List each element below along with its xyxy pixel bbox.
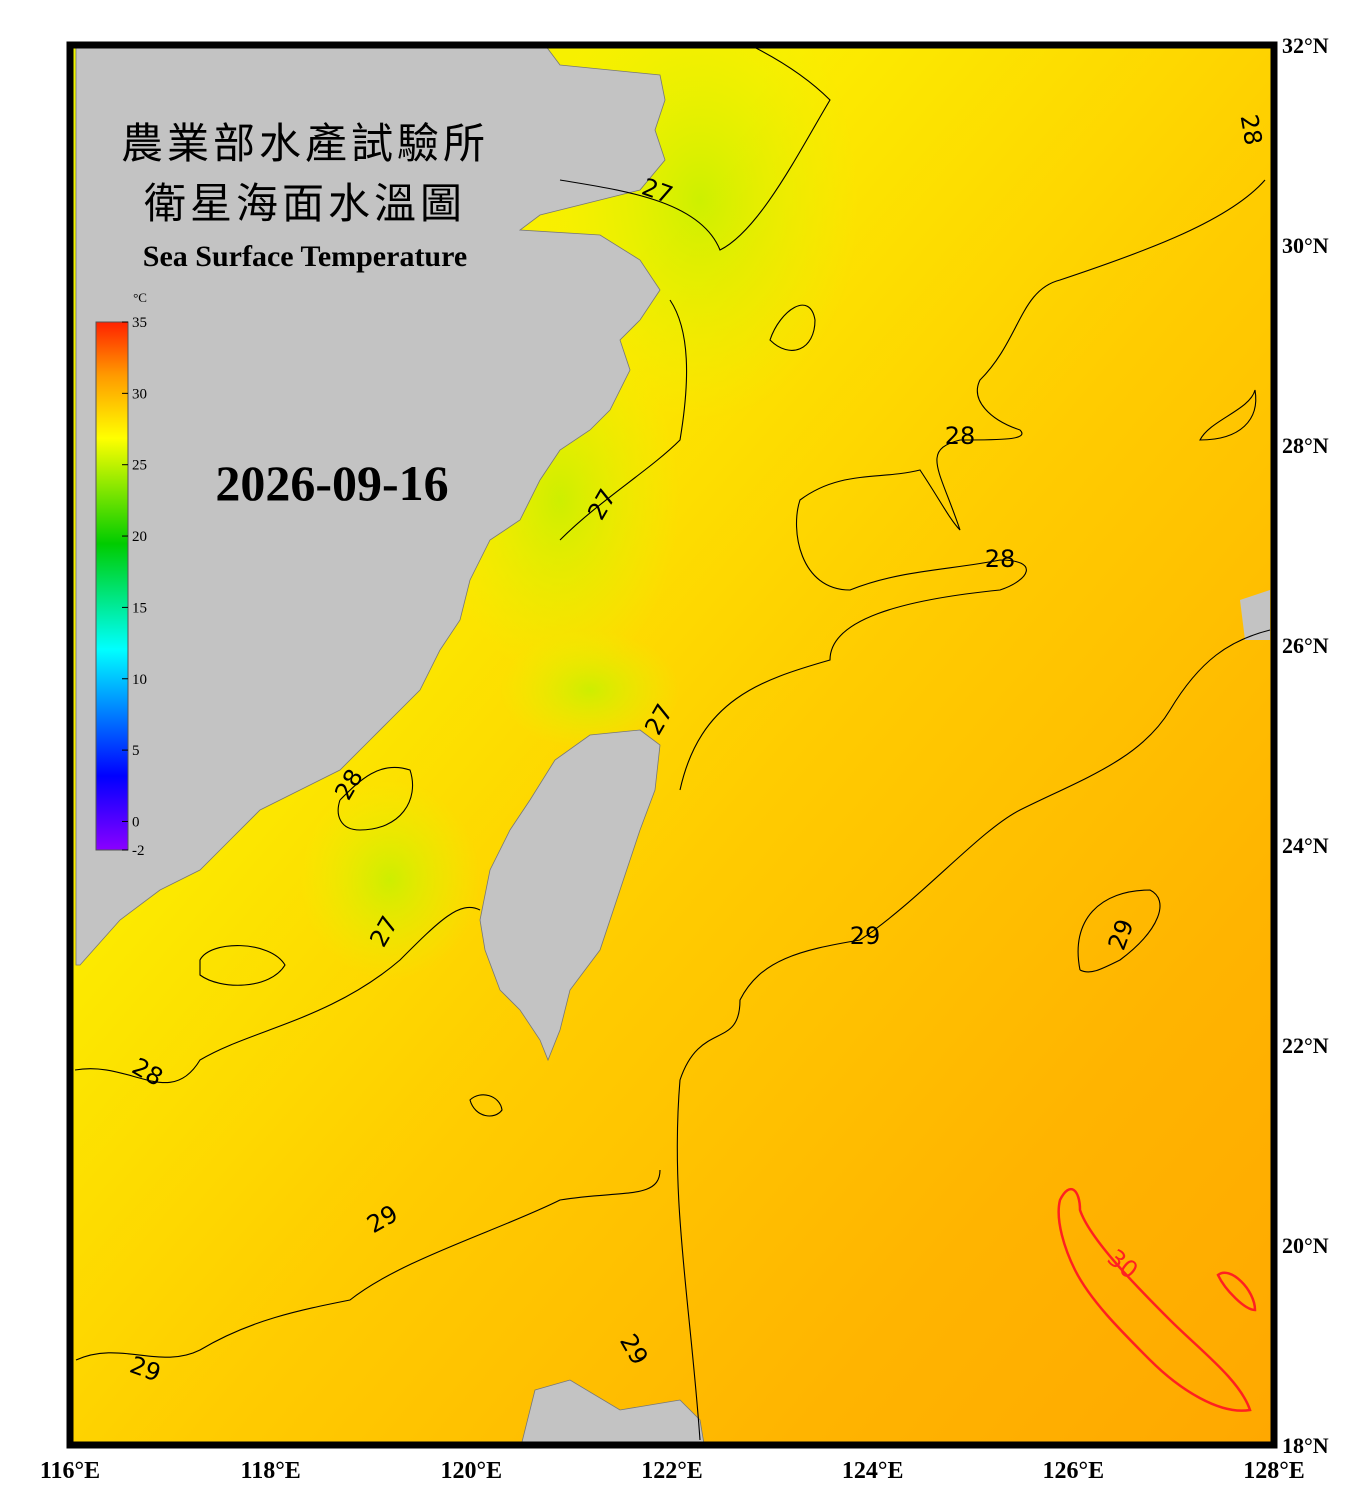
map-frame (66, 41, 1278, 1449)
cool-water (300, 780, 480, 980)
contour-line (74, 906, 481, 1084)
colorbar-tick-label: 20 (132, 529, 147, 545)
colorbar-unit: °C (133, 290, 147, 305)
colorbar-tick-label: 30 (132, 386, 147, 402)
colorbar-tick-label: 5 (132, 743, 140, 759)
island (1240, 590, 1270, 640)
contour-label: 28 (985, 545, 1016, 573)
lon-label: 116°E (40, 1458, 100, 1484)
contour-line (469, 1094, 503, 1117)
lat-label: 22°N (1282, 1033, 1329, 1058)
colorbar (95, 321, 129, 851)
lat-label: 20°N (1282, 1233, 1329, 1258)
contour-line (199, 945, 286, 986)
date: 2026-09-16 (215, 455, 448, 511)
contour-line (1199, 389, 1257, 441)
lon-label: 122°E (641, 1458, 703, 1484)
contour-line (75, 1169, 661, 1361)
lat-label: 28°N (1282, 433, 1329, 458)
title-zh: 衛星海面水溫圖 (144, 182, 466, 228)
land (75, 45, 666, 966)
contour-label: 28 (945, 422, 976, 450)
contour-line (337, 766, 414, 831)
contour-label: 28 (1235, 112, 1268, 147)
lat-label: 26°N (1282, 633, 1329, 658)
contour-line-30 (1057, 1187, 1252, 1412)
cool-water (500, 630, 680, 750)
title-zh: 農業部水產試驗所 (121, 121, 489, 168)
axes: 116°E 118°E 120°E 122°E 124°E 126°E 128°E18°N 2… (40, 33, 1329, 1484)
lon-label: 126°E (1043, 1458, 1105, 1484)
lat-label: 32°N (1282, 33, 1329, 58)
contour-line (559, 45, 831, 251)
colorbar-tick-label: 35 (132, 315, 147, 331)
contour-line (679, 179, 1266, 791)
colorbar-ticks: 35 30 25 20 15 10 5 0 -2 (122, 315, 147, 859)
colorbar-tick-label: 25 (132, 458, 147, 474)
lat-label: 24°N (1282, 833, 1329, 858)
contour-line (676, 629, 1271, 1441)
colorbar-tick-label: 0 (132, 814, 140, 830)
contour-line (769, 304, 816, 351)
lat-label: 30°N (1282, 233, 1329, 258)
title-en: Sea Surface Temperature (143, 240, 467, 273)
contour-line-30 (1216, 1271, 1257, 1312)
contour-label: 29 (850, 922, 881, 950)
contour-line (1077, 889, 1161, 973)
lat-label: 18°N (1282, 1433, 1329, 1458)
colorbar-tick-label: -2 (132, 843, 145, 859)
lon-label: 118°E (241, 1458, 301, 1484)
colorbar-tick-label: 10 (132, 672, 147, 688)
contour-line (559, 299, 688, 541)
luzon (520, 1379, 705, 1445)
colorbar-tick-label: 15 (132, 600, 147, 616)
lon-label: 124°E (842, 1458, 904, 1484)
lon-label: 120°E (441, 1458, 503, 1484)
taiwan (479, 729, 661, 1062)
lon-label: 128°E (1243, 1458, 1305, 1484)
